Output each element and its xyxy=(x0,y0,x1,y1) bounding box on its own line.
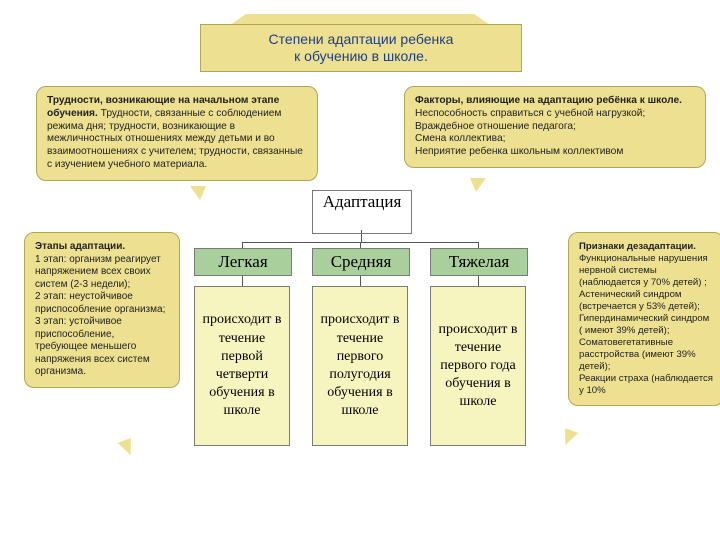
callout-br-body: Функциональные нарушения нервной системы… xyxy=(579,253,713,396)
diagram-level-1: Легкая xyxy=(194,248,292,276)
callout-bottom-left: Этапы адаптации. 1 этап: организм реагир… xyxy=(24,232,180,388)
diagram-desc-2: происходит в течение первого полугодия о… xyxy=(312,286,408,446)
callout-tr-body: Неспособность справиться с учебной нагру… xyxy=(415,108,645,157)
callout-bl-tail xyxy=(118,438,137,458)
diagram-desc-1: происходит в течение первой четверти обу… xyxy=(194,286,290,446)
callout-top-left: Трудности, возникающие на начальном этап… xyxy=(36,86,318,181)
title-line1: Степени адаптации ребенка xyxy=(269,31,454,49)
callout-br-tail xyxy=(560,428,579,448)
callout-tl-tail xyxy=(190,186,206,200)
callout-br-title: Признаки дезадаптации. xyxy=(579,241,696,252)
title-line2: к обучению в школе. xyxy=(294,48,428,66)
title-banner: Степени адаптации ребенка к обучению в ш… xyxy=(200,24,522,72)
diagram-level-3: Тяжелая xyxy=(430,248,528,276)
diagram-root: Адаптация xyxy=(312,190,412,234)
callout-bl-body: 1 этап: организм реагирует напряжением в… xyxy=(35,254,165,378)
diagram-level-2: Средняя xyxy=(312,248,410,276)
callout-tr-title: Факторы, влияющие на адаптацию ребёнка к… xyxy=(415,95,682,106)
callout-bottom-right: Признаки дезадаптации. Функциональные на… xyxy=(568,232,720,406)
callout-tr-tail xyxy=(470,178,486,192)
callout-bl-title: Этапы адаптации. xyxy=(35,241,125,252)
callout-top-right: Факторы, влияющие на адаптацию ребёнка к… xyxy=(404,86,706,168)
diagram-desc-3: происходит в течение первого года обучен… xyxy=(430,286,526,446)
